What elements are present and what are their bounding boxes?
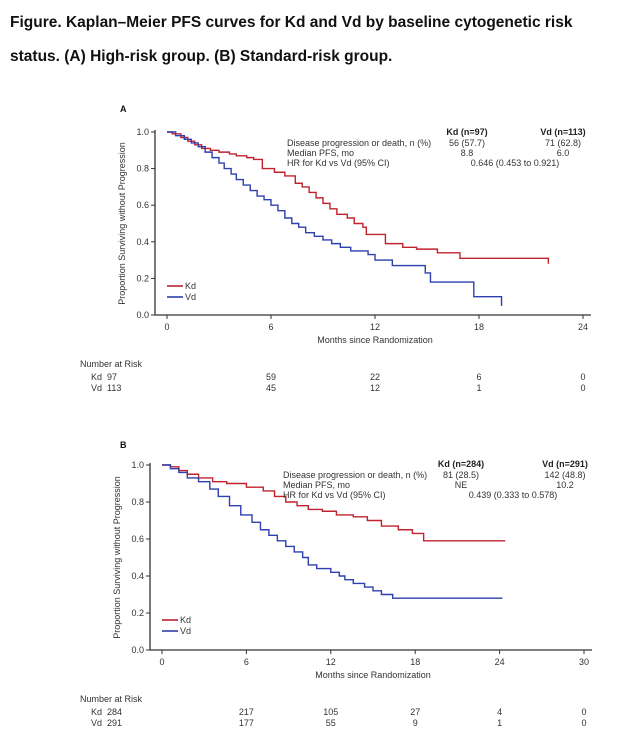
panel-b-stats-header-kd: Kd (n=284) bbox=[438, 459, 484, 469]
panel-a-risk-value: 0 bbox=[580, 383, 585, 393]
panel-a-risk-value: 59 bbox=[266, 372, 276, 382]
panel-b-risk-value: 9 bbox=[413, 718, 418, 728]
panel-b-risk-value: 0 bbox=[581, 718, 586, 728]
panel-b-stats-value-kd: NE bbox=[455, 480, 468, 490]
panel-a-stats-header-vd: Vd (n=113) bbox=[540, 127, 585, 137]
panel-a-stats-value-vd: 71 (62.8) bbox=[545, 138, 581, 148]
panel-a-x-axis-title: Months since Randomization bbox=[317, 335, 433, 345]
panel-a-risk-row-label-kd: Kd bbox=[91, 372, 102, 382]
panel-a-legend-label-vd: Vd bbox=[185, 292, 196, 302]
panel-b-y-tick-label: 0.8 bbox=[131, 497, 144, 507]
panel-b-risk-value: 1 bbox=[497, 718, 502, 728]
panel-b-y-tick-label: 0.6 bbox=[131, 534, 144, 544]
panel-a-risk-value: 12 bbox=[370, 383, 380, 393]
panel-a-stats-row-label: Median PFS, mo bbox=[287, 148, 354, 158]
panel-b-x-axis-title: Months since Randomization bbox=[315, 670, 431, 680]
panel-b-legend-label-vd: Vd bbox=[180, 626, 191, 636]
panel-a-risk-value: 97 bbox=[107, 372, 117, 382]
panel-b-risk-value: 27 bbox=[410, 707, 420, 717]
panel-b-risk-value: 217 bbox=[239, 707, 254, 717]
panel-a-y-tick-label: 0.2 bbox=[136, 273, 149, 283]
panel-a-y-tick-label: 0.0 bbox=[136, 310, 149, 320]
panel-b-stats-value-vd: 142 (48.8) bbox=[544, 470, 585, 480]
panel-a-risk-row-label-vd: Vd bbox=[91, 383, 102, 393]
panel-a-x-tick-label: 12 bbox=[370, 322, 380, 332]
panel-b-y-axis-title: Proportion Surviving without Progression bbox=[112, 476, 122, 639]
panel-b-risk-value: 284 bbox=[107, 707, 122, 717]
panel-a-curve-kd bbox=[167, 131, 550, 264]
panel-b-risk-value: 291 bbox=[107, 718, 122, 728]
panel-a-stats-hr-value: 0.646 (0.453 to 0.921) bbox=[471, 158, 560, 168]
panel-b-curve-kd bbox=[162, 464, 506, 542]
panel-b-y-tick-label: 1.0 bbox=[131, 460, 144, 470]
panel-b-y-tick-label: 0.0 bbox=[131, 645, 144, 655]
panel-a-risk-value: 0 bbox=[580, 372, 585, 382]
panel-a-x-tick-label: 18 bbox=[474, 322, 484, 332]
panel-b-curve-vd bbox=[162, 464, 503, 599]
panel-a-y-tick-label: 0.4 bbox=[136, 237, 149, 247]
panel-a-risk-table-title: Number at Risk bbox=[80, 359, 143, 369]
panel-b-stats-row-label: HR for Kd vs Vd (95% CI) bbox=[283, 490, 386, 500]
panel-b-y-tick-label: 0.4 bbox=[131, 571, 144, 581]
panel-b-stats-row-label: Disease progression or death, n (%) bbox=[283, 470, 427, 480]
panel-a-legend-label-kd: Kd bbox=[185, 281, 196, 291]
panel-a-y-tick-label: 1.0 bbox=[136, 127, 149, 137]
panel-a-y-tick-label: 0.8 bbox=[136, 164, 149, 174]
panel-a-x-tick-label: 6 bbox=[268, 322, 273, 332]
panel-b-risk-row-label-kd: Kd bbox=[91, 707, 102, 717]
panel-a-x-tick-label: 0 bbox=[164, 322, 169, 332]
panel-a-stats-header-kd: Kd (n=97) bbox=[446, 127, 487, 137]
panel-b-legend-label-kd: Kd bbox=[180, 615, 191, 625]
panel-a-risk-value: 45 bbox=[266, 383, 276, 393]
panel-b-x-tick-label: 30 bbox=[579, 657, 589, 667]
panel-b-y-tick-label: 0.2 bbox=[131, 608, 144, 618]
panel-a-risk-value: 22 bbox=[370, 372, 380, 382]
panel-a-stats-value-kd: 56 (57.7) bbox=[449, 138, 485, 148]
panel-b-x-tick-label: 12 bbox=[326, 657, 336, 667]
panel-b-stats-value-vd: 10.2 bbox=[556, 480, 574, 490]
panel-a-stats-value-vd: 6.0 bbox=[557, 148, 570, 158]
panel-a-label: A bbox=[120, 104, 127, 114]
panel-a-y-tick-label: 0.6 bbox=[136, 200, 149, 210]
panel-a-stats-row-label: Disease progression or death, n (%) bbox=[287, 138, 431, 148]
panel-b-risk-value: 4 bbox=[497, 707, 502, 717]
panel-a-x-tick-label: 24 bbox=[578, 322, 588, 332]
panel-b-stats-row-label: Median PFS, mo bbox=[283, 480, 350, 490]
panel-b-stats-header-vd: Vd (n=291) bbox=[542, 459, 588, 469]
panel-b-stats-hr-value: 0.439 (0.333 to 0.578) bbox=[469, 490, 558, 500]
panel-a-risk-value: 113 bbox=[107, 383, 121, 393]
panel-a-curve-vd bbox=[167, 131, 503, 306]
panel-a-stats-row-label: HR for Kd vs Vd (95% CI) bbox=[287, 158, 390, 168]
panel-a-risk-value: 6 bbox=[476, 372, 481, 382]
figure-title: Figure. Kaplan–Meier PFS curves for Kd a… bbox=[10, 14, 573, 65]
panel-b-x-tick-label: 18 bbox=[410, 657, 420, 667]
panel-b-x-tick-label: 0 bbox=[159, 657, 164, 667]
panel-b-risk-value: 105 bbox=[323, 707, 338, 717]
panel-b-risk-row-label-vd: Vd bbox=[91, 718, 102, 728]
panel-b-risk-value: 177 bbox=[239, 718, 254, 728]
panel-b-label: B bbox=[120, 440, 127, 450]
panel-a-y-axis-title: Proportion Surviving without Progression bbox=[117, 142, 127, 305]
panel-b-risk-table-title: Number at Risk bbox=[80, 694, 143, 704]
panel-b-x-tick-label: 24 bbox=[495, 657, 505, 667]
panel-b-x-tick-label: 6 bbox=[244, 657, 249, 667]
panel-a-risk-value: 1 bbox=[476, 383, 481, 393]
panel-b-stats-value-kd: 81 (28.5) bbox=[443, 470, 479, 480]
panel-a-stats-value-kd: 8.8 bbox=[461, 148, 474, 158]
panel-b-risk-value: 55 bbox=[326, 718, 336, 728]
panel-b-risk-value: 0 bbox=[581, 707, 586, 717]
